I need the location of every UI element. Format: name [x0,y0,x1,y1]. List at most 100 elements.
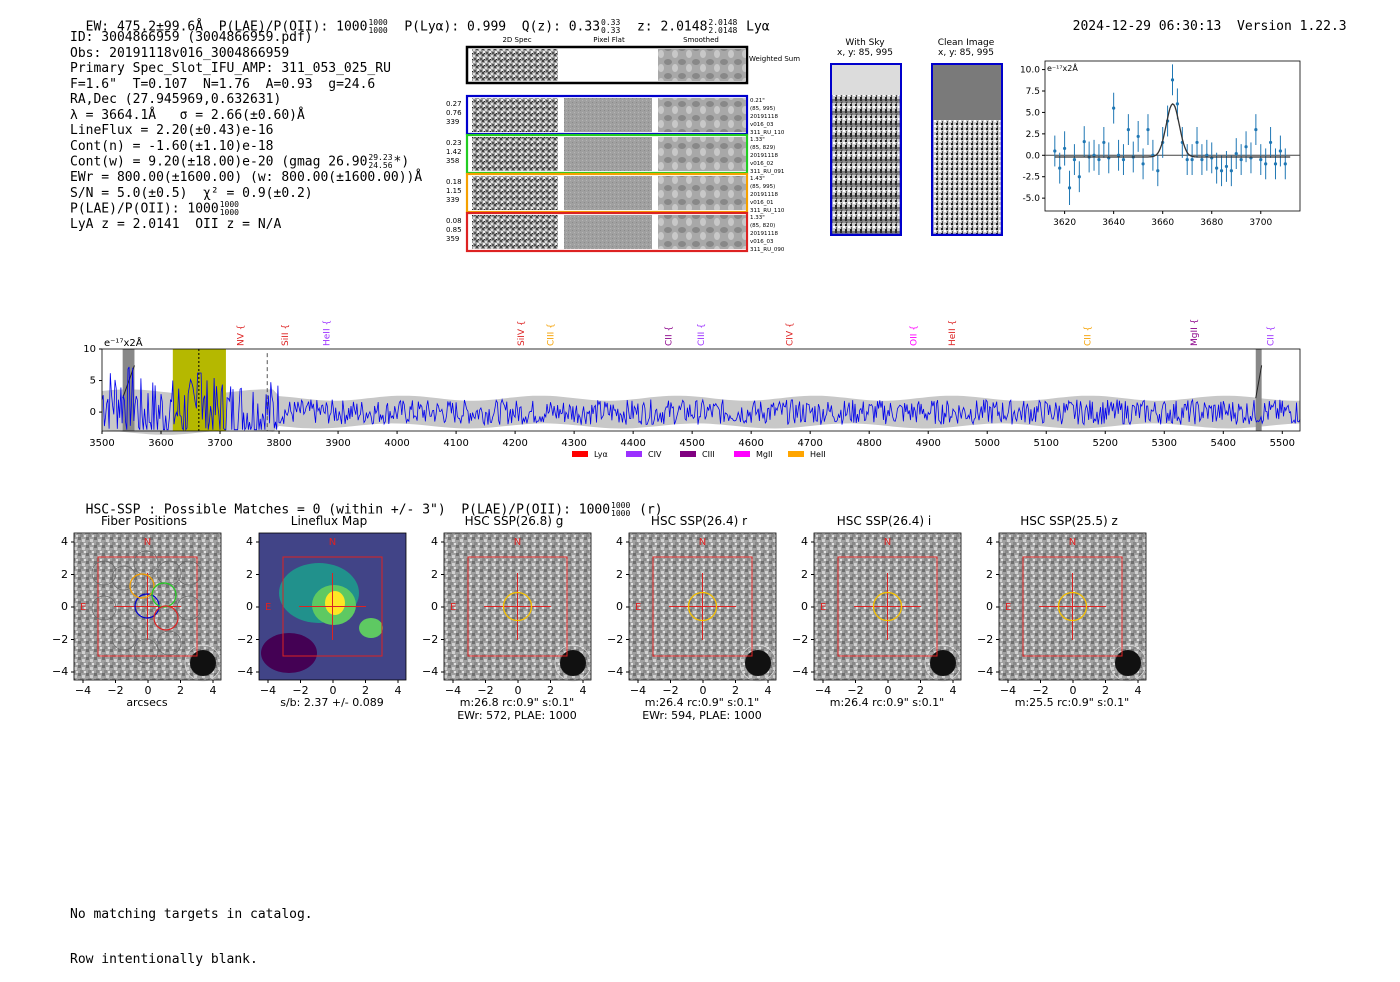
hsc-ytick-label: 0 [616,600,623,613]
hsc-xtick-label: −2 [107,684,123,697]
lineflux-blob [261,633,317,673]
spec-legend-label: Lyα [594,450,608,459]
cutout-right-label: (85, 829) [750,145,775,151]
hsc-ytick-label: 4 [246,535,253,548]
hsc-xtick-label: −2 [292,684,308,697]
hsc-ytick-label: 2 [61,567,68,581]
spec-xtick-label: 5100 [1034,438,1059,449]
spec-xtick-label: 4300 [561,438,586,449]
cutout-right-label: 20191118 [750,114,778,120]
hsc-caption-1: m:26.4 rc:0.9" s:0.1" [830,696,945,709]
fit-point [1175,102,1180,106]
fwhm-line: F=1.6" T=0.107 N=1.76 A=0.93 g=24.6 [70,76,376,92]
spec-xtick-label: 5000 [974,438,999,449]
hsc-red-box [1022,556,1123,657]
spec-xtick-label: 5400 [1211,438,1236,449]
qz-value: Q(z): 0.33 [521,19,601,35]
spec-line-label: CII { [1084,326,1094,346]
hsc-red-box [652,556,753,657]
cutout-2d [472,137,558,171]
hsc-xtick-label: −2 [662,684,678,697]
fiber-circle [111,565,137,591]
spec-line-label: OII { [909,325,919,346]
fit-point [1092,153,1096,157]
hsc-ytick-label: 2 [246,567,253,581]
fiber-highlight [153,605,179,631]
hsc-xtick-label: 0 [1070,684,1077,697]
cutout-right-label: 311_RU_090 [750,247,785,253]
clean-image-title: Clean Image [937,38,995,48]
fit-model-curve [1054,103,1291,158]
hsc-panel-title: Fiber Positions [101,514,187,528]
col-smoothed: Smoothed [683,36,719,44]
spec-line-label: HeII { [948,320,958,346]
hsc-panel-title: Lineflux Map [291,514,367,528]
fiber-highlight [151,582,177,608]
info-block: ID: 3004866959 (3004866959.pdf) Obs: 201… [70,30,422,233]
fit-point [1146,127,1150,132]
hsc-xtick-label: 4 [395,684,402,697]
hsc-xtick-label: 4 [210,684,217,697]
hsc-red-box [467,556,568,657]
cutout-right-label: 20191118 [750,231,778,237]
hsc-ytick-label: −2 [607,632,624,646]
hsc-xtick-label: 4 [765,684,772,697]
plae-ratio: P(LAE)/P(OII): 1000 1000 1000 [70,200,239,217]
fit-point [1077,175,1081,179]
fit-point [1136,134,1140,139]
hsc-east-label: E [635,602,641,613]
spec-legend-swatch [680,451,696,457]
cutout-right-label: 20191118 [750,153,778,159]
hsc-caption-2: EWr: 572, PLAE: 1000 [457,709,577,722]
hsc-xtick-label: 0 [330,684,337,697]
fit-point [1190,157,1194,162]
hsc-ytick-label: 0 [986,600,993,613]
hsc-caption-1: s/b: 2.37 +/- 0.089 [280,696,384,709]
fit-xtick-label: 3680 [1200,218,1223,228]
plya-value: P(Lyα): 0.999 [404,19,507,35]
cutout-left-label: 0.08 [446,217,462,225]
hsc-xtick-label: 4 [950,684,957,697]
spec-xtick-label: 3900 [325,438,350,449]
fit-ytick-label: 10.0 [1020,66,1040,76]
hsc-xtick-label: 4 [580,684,587,697]
fit-ytick-label: 5.0 [1026,108,1041,118]
spec-fit-window [172,349,226,431]
hsc-ytick-label: −4 [607,665,624,678]
spec-line-label: CII { [1266,326,1276,346]
spec-legend-label: HeII [810,450,826,459]
fit-point [1273,162,1278,166]
cutout-left-label: 1.42 [446,148,462,156]
fit-ytick-label: -2.5 [1022,173,1040,183]
cutout-right-label: 311_RU_091 [750,169,784,175]
full-spectrum-chart: 0 5 10 3500 3600 3700 3800 3900 4000 4100 4200 4300… [83,319,1301,459]
hsc-north-label: N [329,537,336,548]
hsc-caption-2: EWr: 594, PLAE: 1000 [642,709,762,722]
hsc-ytick-label: −2 [422,632,439,646]
hsc-xtick-label: 2 [1102,684,1109,697]
spec-xtick-label: 3600 [148,438,173,449]
hsc-ytick-label: 4 [986,535,993,548]
cutout-flat [564,98,652,132]
cutout-2d [472,98,558,132]
hsc-aperture [502,591,533,622]
fit-xtick-label: 3700 [1249,218,1272,228]
hsc-ytick-label: −2 [52,632,69,646]
hsc-ytick-label: 0 [801,600,808,613]
fit-point [1219,169,1224,173]
fit-point [1170,78,1175,82]
hsc-north-label: N [514,537,521,548]
fit-point [1195,140,1199,145]
spec-unit-label: e⁻¹⁷x2Å [104,336,143,349]
fit-point [1239,157,1243,162]
hsc-caption-1: m:25.5 rc:0.9" s:0.1" [1015,696,1130,709]
hsc-red-box [282,556,383,657]
hsc-north-label: N [699,537,706,548]
spec-line-label: CIII { [697,323,707,346]
fiber-circle [111,625,137,651]
hsc-bright-source [560,650,586,676]
cutout-left-label: 0.18 [446,178,462,186]
cutout-2d [472,215,558,249]
redshift-fraction: 2.0148 2.0148 [708,18,738,35]
spec-legend-label: CIII [702,450,715,459]
